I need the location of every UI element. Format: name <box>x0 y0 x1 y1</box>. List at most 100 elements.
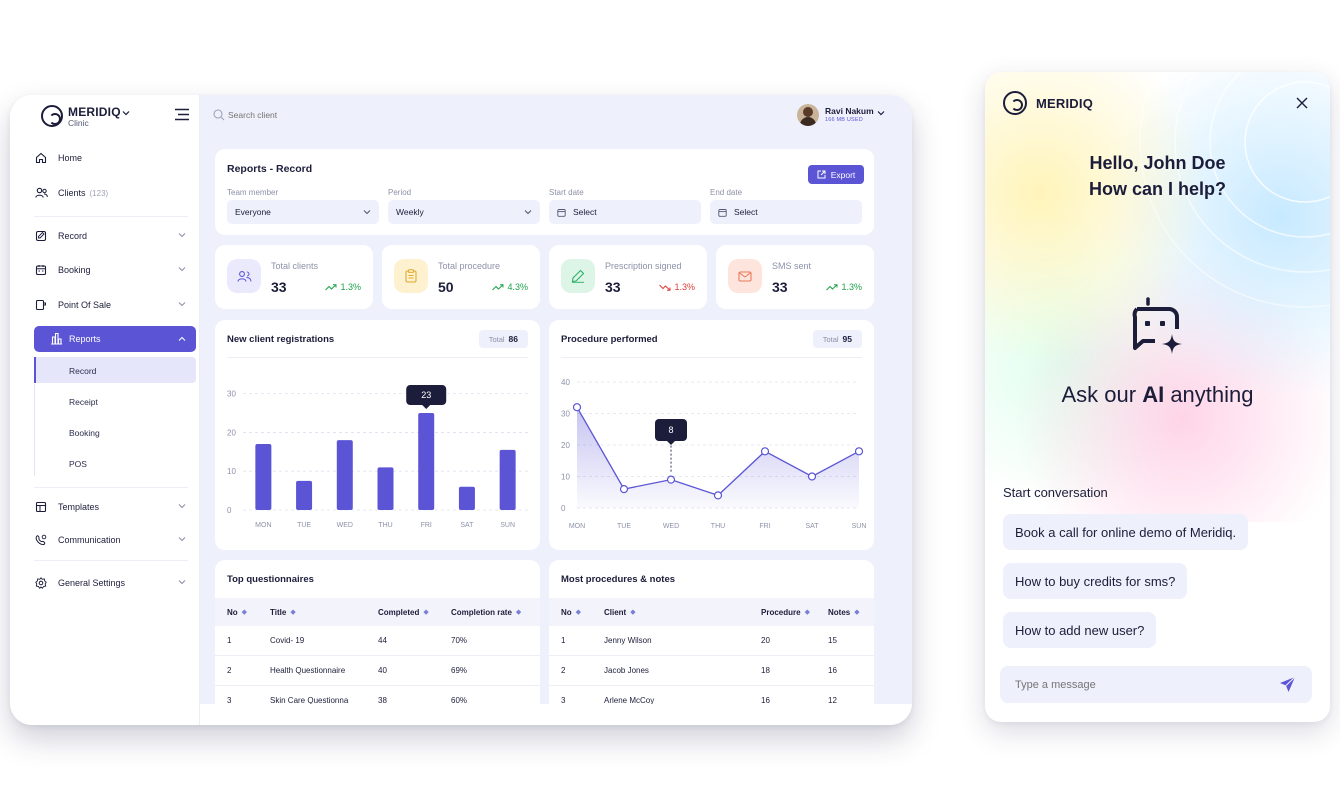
stat-value: 33 <box>605 279 621 295</box>
end-date-value: Select <box>734 207 758 217</box>
column-header-client[interactable]: Client ◆ <box>604 598 636 626</box>
close-icon[interactable] <box>1296 97 1308 109</box>
tooltip-box <box>406 385 447 406</box>
x-tick-label: THU <box>711 523 725 530</box>
submenu-item-pos[interactable]: POS <box>69 459 87 469</box>
cell-no: 3 <box>227 695 232 705</box>
sidebar-item-point-of-sale[interactable]: Point Of Sale <box>34 292 196 318</box>
suggestion-book-demo[interactable]: Book a call for online demo of Meridiq. <box>1003 514 1249 550</box>
sidebar-item-label: Home <box>58 153 83 163</box>
column-header-completed[interactable]: Completed ◆ <box>378 598 429 626</box>
header-label: Client <box>604 607 627 617</box>
table-row[interactable]: 1 Covid- 19 44 70% <box>215 626 540 656</box>
cell-procedure: 16 <box>761 695 770 705</box>
total-value: 86 <box>508 334 518 344</box>
trend-up-icon <box>492 283 504 290</box>
sidebar-item-record[interactable]: Record <box>34 223 196 249</box>
period-select[interactable]: Weekly <box>388 200 540 224</box>
cell-no: 1 <box>561 635 566 645</box>
column-header-procedure[interactable]: Procedure ◆ <box>761 598 810 626</box>
column-header-title[interactable]: Title ◆ <box>270 598 296 626</box>
submenu-item-receipt[interactable]: Receipt <box>69 397 98 407</box>
point-mon <box>572 403 582 412</box>
total-label: Total <box>488 334 505 344</box>
sidebar-item-label: General Settings <box>58 578 126 588</box>
table-row[interactable]: 2 Health Questionnaire 40 69% <box>215 656 540 686</box>
stat-change: 1.3% <box>325 282 361 292</box>
x-tick-label: WED <box>663 523 679 530</box>
clinic-chevron-down-icon[interactable] <box>122 109 130 117</box>
user-name[interactable]: Ravi Nakum <box>825 106 874 116</box>
menu-toggle-icon[interactable] <box>174 108 190 121</box>
x-tick-label: TUE <box>617 523 631 530</box>
sidebar-item-home[interactable]: Home <box>34 145 196 171</box>
sidebar-item-clients[interactable]: Clients (123) <box>34 180 196 206</box>
sort-icon: ◆ <box>423 609 429 616</box>
header-label: Procedure <box>761 607 801 617</box>
signature-icon <box>571 269 585 283</box>
storage-used: 166 MB USED <box>825 117 863 123</box>
submenu-item-record[interactable]: Record <box>34 357 196 383</box>
y-tick-label: 20 <box>227 428 236 437</box>
message-input[interactable] <box>1015 675 1265 695</box>
scroll-track[interactable] <box>874 655 912 704</box>
export-button[interactable]: Export <box>808 165 864 184</box>
cell-completion-rate: 60% <box>451 695 468 705</box>
column-header-no[interactable]: No ◆ <box>227 598 247 626</box>
cell-completed: 40 <box>378 665 387 675</box>
team-member-select[interactable]: Everyone <box>227 200 379 224</box>
cell-procedure: 18 <box>761 665 770 675</box>
sidebar-item-label: Point Of Sale <box>58 300 112 310</box>
chevron-down-icon <box>178 302 186 307</box>
clients-icon <box>236 270 251 282</box>
stat-value: 33 <box>772 279 788 295</box>
sidebar-item-communication[interactable]: Communication <box>34 527 196 553</box>
start-date-picker[interactable]: Select <box>549 200 701 224</box>
ask-prefix: Ask our <box>1061 382 1143 407</box>
send-icon[interactable] <box>1279 676 1296 693</box>
stat-change: 1.3% <box>826 282 862 292</box>
y-tick-label: 0 <box>227 506 232 515</box>
cell-no: 3 <box>561 695 566 705</box>
suggestion-add-user[interactable]: How to add new user? <box>1003 612 1157 648</box>
bar-chart: 0 10 20 30 MON TUE WED THU FRI SAT SUN 23 <box>227 385 528 529</box>
column-header-no[interactable]: No ◆ <box>561 598 581 626</box>
clinic-label[interactable]: Clinic <box>68 118 89 128</box>
search-input[interactable] <box>228 107 488 123</box>
header-label: No <box>227 607 238 617</box>
sidebar-item-general-settings[interactable]: General Settings <box>34 570 196 596</box>
column-header-notes[interactable]: Notes ◆ <box>828 598 860 626</box>
stat-label: Total procedure <box>438 261 501 271</box>
total-label: Total <box>822 334 839 344</box>
sidebar-item-reports[interactable]: Reports <box>34 326 196 352</box>
table-row[interactable]: 1 Jenny Wilson 20 15 <box>549 626 874 656</box>
user-menu-chevron-down-icon[interactable] <box>877 109 885 117</box>
cell-procedure: 20 <box>761 635 770 645</box>
sidebar-item-booking[interactable]: Booking <box>34 257 196 283</box>
sidebar-item-label: Reports <box>69 334 101 344</box>
sidebar-item-templates[interactable]: Templates <box>34 494 196 520</box>
submenu-item-booking[interactable]: Booking <box>69 428 100 438</box>
y-tick-label: 30 <box>561 410 570 419</box>
x-tick-label: THU <box>378 522 392 529</box>
calendar-icon <box>34 263 48 277</box>
y-tick-label: 20 <box>561 441 570 450</box>
suggestion-buy-credits[interactable]: How to buy credits for sms? <box>1003 563 1188 599</box>
point-sun <box>854 447 864 456</box>
ask-suffix: anything <box>1164 382 1254 407</box>
chevron-down-icon <box>178 233 186 238</box>
stat-label: Prescription signed <box>605 261 682 271</box>
stat-icon-bg <box>227 259 261 293</box>
chart-title: New client registrations <box>227 334 335 345</box>
end-date-picker[interactable]: Select <box>710 200 862 224</box>
team-member-label: Team member <box>227 188 279 197</box>
card-divider <box>561 357 862 358</box>
stat-change-value: 1.3% <box>841 282 862 292</box>
column-header-completion-rate[interactable]: Completion rate ◆ <box>451 598 521 626</box>
ask-ai-heading: Ask our AI anything <box>985 382 1330 408</box>
avatar[interactable] <box>797 104 819 126</box>
period-label: Period <box>388 188 412 197</box>
start-conversation-label: Start conversation <box>1003 485 1108 500</box>
table-row[interactable]: 2 Jacob Jones 18 16 <box>549 656 874 686</box>
bar-sat <box>458 486 475 510</box>
